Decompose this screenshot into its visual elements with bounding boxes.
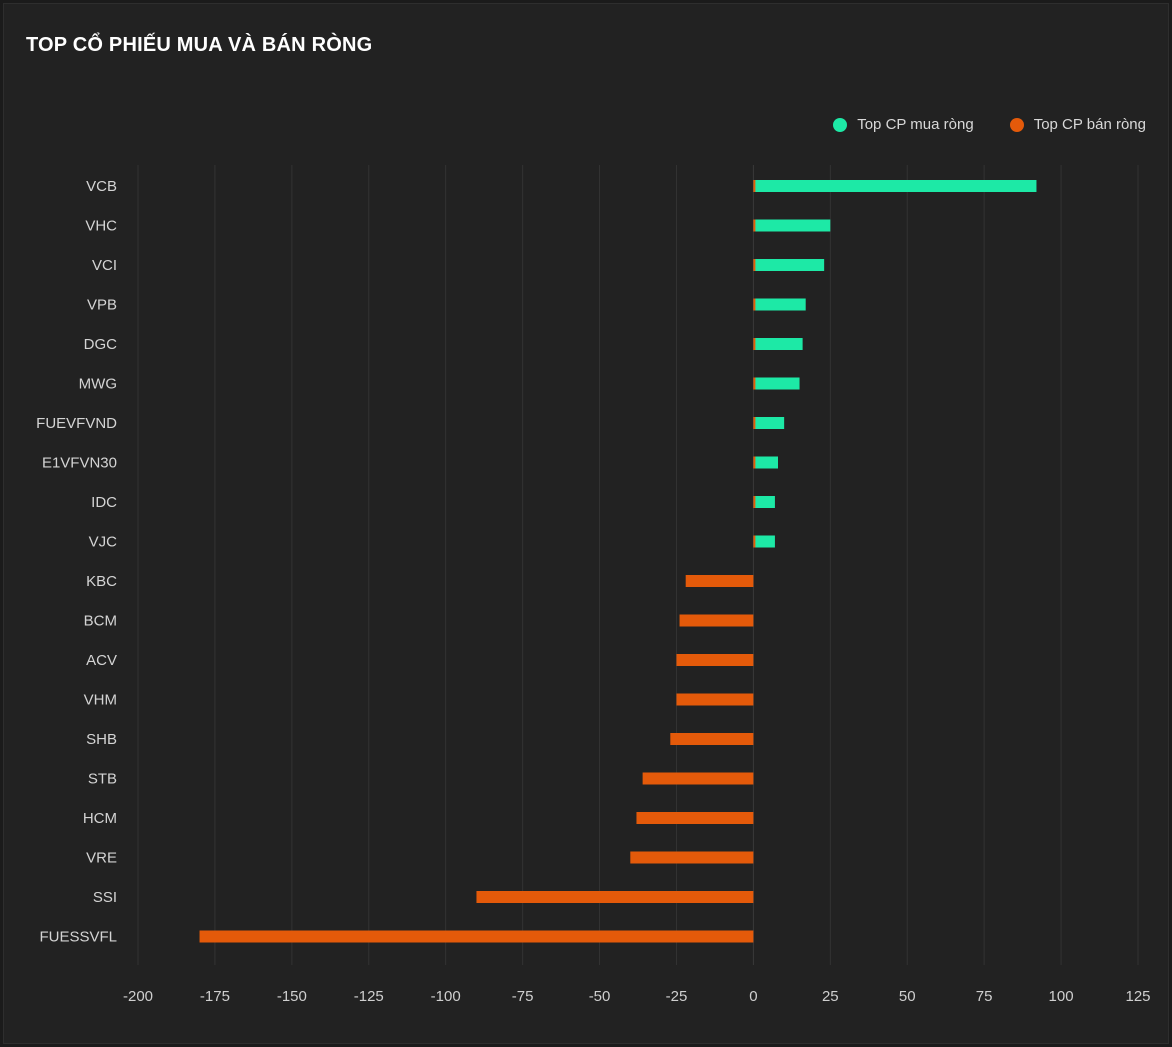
category-label: STB: [88, 771, 117, 788]
category-label: SSI: [93, 889, 117, 906]
category-label: SHB: [86, 731, 117, 748]
category-label: VPB: [87, 297, 117, 314]
x-tick-label: -200: [123, 988, 153, 1005]
bar-baseline-mark: [753, 338, 756, 350]
legend-dot-sell: [1009, 117, 1024, 132]
x-tick-label: -25: [666, 988, 688, 1005]
bar-baseline-mark: [753, 377, 756, 390]
x-tick-label: 75: [976, 988, 993, 1005]
bar-baseline-mark: [753, 456, 756, 469]
bar-baseline-mark: [753, 496, 756, 508]
category-label: E1VFVN30: [42, 455, 117, 472]
legend-item-sell[interactable]: Top CP bán ròng: [1009, 116, 1146, 133]
bar-buy: [753, 417, 785, 429]
x-tick-label: -100: [431, 988, 461, 1005]
legend-dot-buy: [833, 117, 848, 132]
bar-sell: [476, 891, 754, 903]
bar-buy: [753, 298, 806, 311]
category-label: KBC: [86, 573, 117, 590]
x-tick-label: -50: [589, 988, 611, 1005]
bar-sell: [679, 614, 754, 627]
category-label: VCI: [92, 257, 117, 274]
bar-sell: [676, 693, 754, 706]
bar-sell: [685, 575, 754, 587]
bar-buy: [753, 535, 775, 548]
x-tick-label: -150: [277, 988, 307, 1005]
x-tick-label: 25: [822, 988, 839, 1005]
bar-buy: [753, 259, 825, 271]
bar-baseline-mark: [753, 298, 756, 311]
bar-sell: [642, 772, 754, 785]
bar-buy: [753, 456, 778, 469]
x-tick-label: -175: [200, 988, 230, 1005]
bar-sell: [199, 930, 754, 943]
bar-buy: [753, 496, 775, 508]
bar-baseline-mark: [753, 180, 756, 192]
category-label: VCB: [86, 178, 117, 195]
category-label: FUEVFVND: [36, 415, 117, 432]
bar-buy: [753, 180, 1037, 192]
category-label: VJC: [89, 534, 118, 551]
x-tick-label: 125: [1125, 988, 1150, 1005]
x-tick-label: -75: [512, 988, 534, 1005]
bar-baseline-mark: [753, 417, 756, 429]
bar-sell: [636, 812, 754, 824]
bar-buy: [753, 219, 831, 232]
chart-title: TOP CỔ PHIẾU MUA VÀ BÁN RÒNG: [26, 34, 373, 56]
category-label: MWG: [79, 376, 117, 393]
category-label: FUESSVFL: [39, 929, 117, 946]
legend-label-sell: Top CP bán ròng: [1033, 116, 1146, 133]
category-label: VHM: [84, 692, 117, 709]
bar-buy: [753, 377, 800, 390]
bar-sell: [630, 851, 754, 864]
legend-label-buy: Top CP mua ròng: [857, 116, 974, 133]
bar-sell: [670, 733, 754, 745]
x-tick-label: 50: [899, 988, 916, 1005]
category-label: VHC: [85, 218, 117, 235]
category-label: DGC: [84, 336, 118, 353]
category-label: BCM: [84, 613, 117, 630]
x-tick-label: 0: [749, 988, 757, 1005]
x-tick-label: -125: [354, 988, 384, 1005]
bar-baseline-mark: [753, 535, 756, 548]
bar-sell: [676, 654, 754, 666]
legend-item-buy[interactable]: Top CP mua ròng: [833, 116, 974, 133]
legend: Top CP mua ròng Top CP bán ròng: [833, 116, 1146, 133]
category-label: VRE: [86, 850, 117, 867]
category-label: HCM: [83, 810, 117, 827]
bar-baseline-mark: [753, 219, 756, 232]
x-tick-label: 100: [1049, 988, 1074, 1005]
category-label: ACV: [86, 652, 117, 669]
category-label: IDC: [91, 494, 117, 511]
bar-buy: [753, 338, 803, 350]
chart-panel: TOP CỔ PHIẾU MUA VÀ BÁN RÒNG Top CP mua …: [3, 3, 1169, 1044]
bar-baseline-mark: [753, 259, 756, 271]
